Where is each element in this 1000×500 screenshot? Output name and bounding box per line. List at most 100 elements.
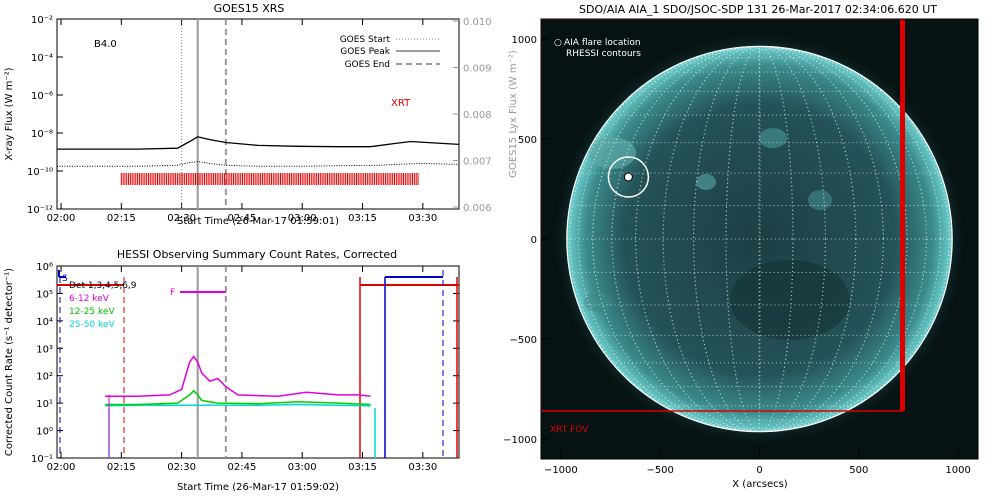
aia-y-tick-labels: −1000 −500 0 500 1000 bbox=[503, 35, 537, 446]
aia-x-axis-label: X (arcsecs) bbox=[732, 479, 788, 490]
hessi-x-axis-label: Start Time (26-Mar-17 01:59:02) bbox=[177, 482, 339, 493]
goes-x-tick-label: 02:15 bbox=[107, 213, 136, 224]
goes-y2-tick-label: 0.009 bbox=[463, 64, 492, 75]
goes-x-tick-labels: 02:00 02:15 02:30 02:45 03:00 03:15 03:30 bbox=[47, 213, 438, 224]
hessi-plot-frame bbox=[56, 265, 460, 459]
aia-grid-longitude bbox=[592, 46, 927, 432]
goes-y-tick-label: 10⁻⁶ bbox=[31, 91, 53, 102]
hessi-x-tick-label: 03:30 bbox=[408, 462, 437, 473]
hessi-y-tick-label: 10³ bbox=[36, 344, 53, 355]
goes-y-axis-label: X-ray Flux (W m⁻²) bbox=[4, 67, 15, 160]
aia-active-region-3 bbox=[759, 128, 787, 148]
goes-x-axis-label: Start Time (26-Mar-17 01:59:01) bbox=[177, 216, 339, 227]
goes-tick-marks bbox=[57, 18, 459, 210]
hessi-x-tick-label: 03:15 bbox=[348, 462, 377, 473]
hessi-panel: HESSI Observing Summary Count Rates, Cor… bbox=[4, 248, 460, 493]
aia-grid-longitude bbox=[662, 46, 857, 432]
goes-y2-tick-label: 0.008 bbox=[463, 110, 492, 121]
aia-xrt-fov-label: XRT FOV bbox=[550, 425, 589, 435]
hessi-x-tick-labels: 02:00 02:15 02:30 02:45 03:00 03:15 03:30 bbox=[47, 462, 438, 473]
aia-grid-longitude bbox=[635, 46, 884, 432]
aia-x-tick-label: 500 bbox=[849, 465, 868, 476]
goes-y-tick-label: 10⁻¹⁰ bbox=[27, 167, 53, 178]
goes-y2-tick-label: 0.007 bbox=[463, 157, 492, 168]
hessi-detector-label: Det 1,3,4,5,6,9 bbox=[69, 281, 137, 291]
goes-short-channel-line bbox=[57, 160, 460, 167]
goes-y2-axis-label: GOES15 Lyx Flux (W m⁻²) bbox=[508, 50, 519, 178]
aia-grid-longitude bbox=[569, 46, 950, 432]
aia-grid-longitude bbox=[725, 46, 794, 432]
aia-x-tick-label: −500 bbox=[646, 465, 673, 476]
goes-long-channel-line bbox=[57, 136, 460, 150]
aia-y-tick-label: −500 bbox=[510, 335, 537, 346]
xrt-coverage-bars bbox=[120, 173, 419, 185]
hessi-y-tick-label: 10⁴ bbox=[36, 317, 53, 328]
hessi-y-tick-label: 10⁰ bbox=[36, 427, 53, 438]
aia-x-tick-label: 0 bbox=[756, 465, 762, 476]
goes-y2-tick-labels: 0.006 0.007 0.008 0.009 0.010 bbox=[463, 17, 492, 214]
aia-tick-marks bbox=[541, 38, 959, 459]
aia-active-region-2 bbox=[696, 174, 716, 190]
goes-x-tick-label: 02:45 bbox=[228, 213, 257, 224]
aia-y-tick-label: 500 bbox=[518, 135, 537, 146]
hessi-25-50-kev-line bbox=[105, 403, 371, 407]
goes-y-tick-label: 10⁻⁸ bbox=[31, 129, 53, 140]
hessi-x-tick-label: 03:00 bbox=[288, 462, 317, 473]
hessi-y-tick-labels: 10⁻¹ 10⁰ 10¹ 10² 10³ 10⁴ 10⁵ 10⁶ bbox=[31, 262, 53, 465]
aia-flare-location-marker bbox=[623, 172, 633, 182]
aia-grid-longitude bbox=[758, 46, 761, 432]
goes-y2-tick-label: 0.006 bbox=[463, 203, 492, 214]
aia-y-tick-label: 1000 bbox=[512, 35, 537, 46]
hessi-x-tick-label: 02:45 bbox=[228, 462, 257, 473]
hessi-x-tick-label: 02:15 bbox=[107, 462, 136, 473]
aia-x-tick-labels: −1000 −500 0 500 1000 bbox=[544, 465, 971, 476]
aia-y-tick-label: −1000 bbox=[503, 435, 537, 446]
aia-legend-rhessi-contours: RHESSI contours bbox=[566, 49, 641, 59]
goes-y-tick-labels: 10⁻¹² 10⁻¹⁰ 10⁻⁸ 10⁻⁶ 10⁻⁴ 10⁻² bbox=[27, 15, 53, 216]
aia-flare-location-circle bbox=[607, 156, 650, 198]
hessi-tick-marks bbox=[57, 265, 459, 459]
aia-grid-longitude bbox=[693, 46, 826, 432]
goes-class-label: B4.0 bbox=[94, 39, 117, 50]
goes-x-tick-label: 03:15 bbox=[348, 213, 377, 224]
hessi-6-12-kev-line bbox=[105, 355, 371, 398]
goes-panel: GOES15 XRS 02:00 02:15 02:30 02:45 03:00 03:1… bbox=[4, 2, 519, 227]
hessi-y-tick-label: 10² bbox=[36, 372, 53, 383]
aia-solar-limb bbox=[566, 45, 953, 433]
aia-active-region-4 bbox=[808, 190, 832, 210]
aia-grid-longitude bbox=[611, 46, 908, 432]
aia-x-tick-label: 1000 bbox=[945, 465, 970, 476]
hessi-x-tick-label: 02:30 bbox=[167, 462, 196, 473]
hessi-y-tick-label: 10⁵ bbox=[36, 289, 53, 300]
goes-plot-frame bbox=[56, 18, 460, 210]
goes-y-tick-label: 10⁻¹² bbox=[27, 205, 53, 216]
goes-y-tick-label: 10⁻² bbox=[31, 15, 53, 26]
goes-x-tick-label: 02:30 bbox=[167, 213, 196, 224]
hessi-title: HESSI Observing Summary Count Rates, Cor… bbox=[117, 248, 397, 261]
hessi-legend-12-25: 12-25 keV bbox=[69, 307, 115, 317]
hessi-y-axis-label: Corrected Count Rate (s⁻¹ detector⁻¹) bbox=[4, 268, 15, 456]
hessi-s-flag: S bbox=[62, 274, 68, 284]
aia-legend-flare-location: AIA flare location bbox=[564, 38, 641, 48]
hessi-legend-6-12: 6-12 keV bbox=[69, 294, 110, 304]
goes-legend: GOES Start GOES Peak GOES End bbox=[340, 35, 440, 70]
xrt-label: XRT bbox=[391, 98, 411, 109]
goes-y2-tick-label: 0.010 bbox=[463, 17, 492, 28]
aia-panel: SDO/AIA AIA_1 SDO/JSOC-SDP 131 26-Mar-20… bbox=[503, 3, 979, 490]
goes-x-tick-label: 03:30 bbox=[408, 213, 437, 224]
goes-title: GOES15 XRS bbox=[214, 2, 285, 15]
aia-x-tick-label: −1000 bbox=[544, 465, 578, 476]
hessi-legend-25-50: 25-50 keV bbox=[69, 320, 115, 330]
hessi-y-tick-label: 10⁻¹ bbox=[31, 454, 53, 465]
aia-grid-longitude bbox=[577, 46, 942, 432]
legend-goes-start-label: GOES Start bbox=[340, 35, 391, 45]
aia-y-tick-label: 0 bbox=[531, 235, 537, 246]
legend-goes-end-label: GOES End bbox=[345, 60, 390, 70]
goes-x-tick-label: 03:00 bbox=[288, 213, 317, 224]
aia-legend-flare-symbol: ○ bbox=[554, 38, 562, 48]
aia-heliographic-grid bbox=[566, 46, 953, 432]
hessi-y-tick-label: 10¹ bbox=[36, 399, 53, 410]
aia-title: SDO/AIA AIA_1 SDO/JSOC-SDP 131 26-Mar-20… bbox=[579, 3, 937, 16]
hessi-flare-flag: F bbox=[170, 288, 175, 298]
